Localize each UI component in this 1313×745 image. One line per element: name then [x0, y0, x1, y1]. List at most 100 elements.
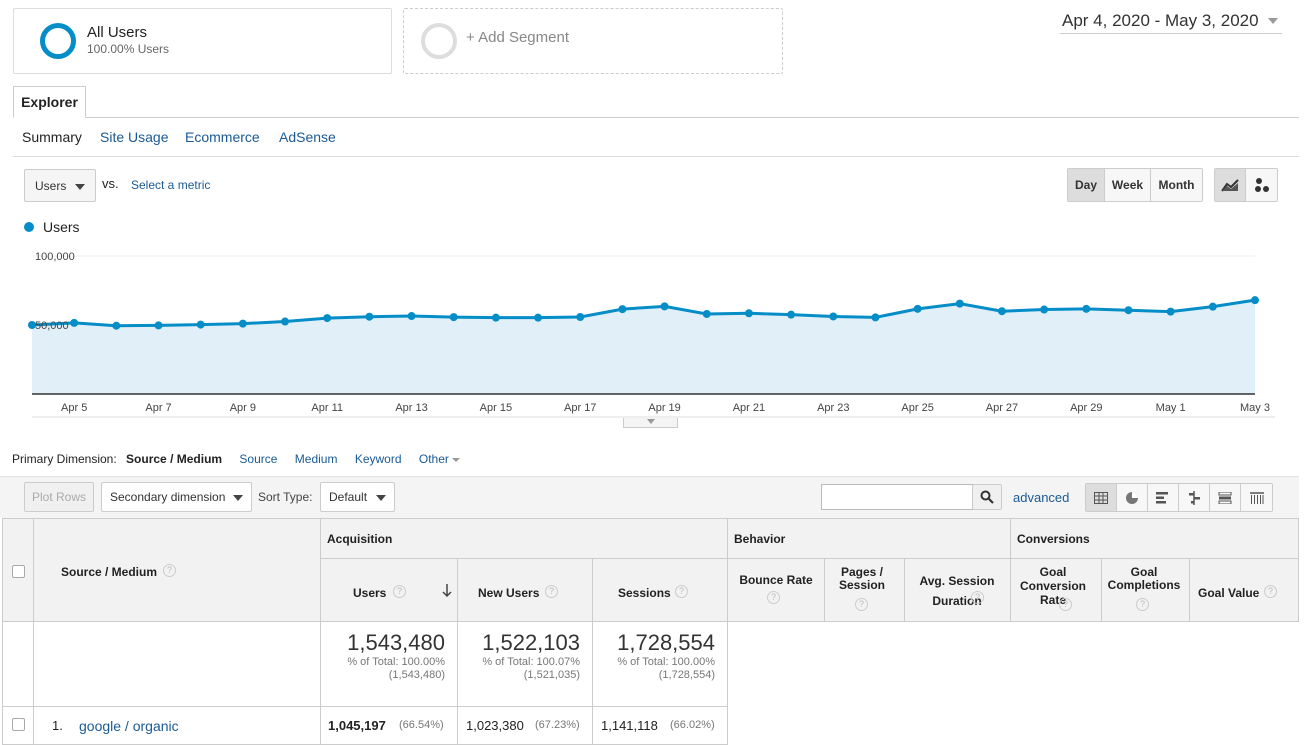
sort-type-label: Sort Type: — [258, 490, 313, 504]
pivot-table-icon[interactable] — [1241, 484, 1272, 511]
data-point — [491, 313, 500, 322]
comparison-icon[interactable] — [1179, 484, 1210, 511]
pages-session-column-header[interactable]: Pages / Session ? — [825, 559, 905, 622]
dimension-other[interactable]: Other — [418, 452, 449, 466]
subtab-ecommerce[interactable]: Ecommerce — [185, 129, 260, 145]
term-cloud-icon[interactable] — [1210, 484, 1241, 511]
series-area — [32, 300, 1255, 394]
primary-dimension-active: Source / Medium — [126, 452, 223, 466]
performance-bar-icon[interactable] — [1148, 484, 1179, 511]
data-point — [955, 299, 964, 308]
table-view-icon[interactable] — [1086, 484, 1117, 511]
secondary-dimension-select[interactable]: Secondary dimension — [101, 482, 252, 512]
x-tick-label: May 3 — [1240, 402, 1270, 414]
help-icon[interactable]: ? — [855, 598, 868, 611]
tab-explorer[interactable]: Explorer — [13, 86, 86, 118]
segment-all-users[interactable]: All Users 100.00% Users — [13, 8, 392, 74]
goal-conversion-rate-column-header[interactable]: Goal Conversion Rate ? — [1011, 559, 1102, 622]
subnav-divider — [13, 156, 1299, 157]
help-icon[interactable]: ? — [393, 585, 406, 598]
avg-session-duration-column-header[interactable]: Avg. Session Duration ? — [905, 559, 1011, 622]
dimension-medium[interactable]: Medium — [294, 452, 338, 466]
sessions-total-pct: % of Total: 100.00% — [617, 656, 715, 668]
help-icon[interactable]: ? — [1264, 585, 1277, 598]
dimension-header[interactable]: Source / Medium — [61, 565, 158, 579]
bounce-rate-column-header[interactable]: Bounce Rate ? — [728, 559, 825, 622]
data-point — [787, 310, 796, 319]
y-tick-label: 100,000 — [35, 251, 75, 263]
x-tick-label: Apr 19 — [648, 402, 680, 414]
x-tick-label: Apr 13 — [395, 402, 427, 414]
row-users-value: 1,045,197 — [328, 718, 386, 733]
add-segment-button[interactable]: + Add Segment — [403, 8, 783, 74]
chart-type-group — [1214, 168, 1278, 202]
totals-checkbox-cell — [2, 622, 34, 707]
line-chart-icon[interactable] — [1215, 169, 1246, 201]
data-point — [1082, 304, 1091, 313]
goal-value-header-label: Goal Value — [1198, 586, 1260, 600]
series-line-users — [31, 298, 1256, 328]
data-point — [660, 302, 669, 311]
motion-chart-icon[interactable] — [1246, 169, 1277, 201]
users-total-cell: 1,543,480 % of Total: 100.00% (1,543,480… — [321, 622, 458, 707]
data-point — [323, 314, 332, 323]
new-users-column-header[interactable]: New Users ? — [458, 559, 593, 622]
select-metric-link[interactable]: Select a metric — [131, 178, 211, 192]
chevron-down-icon — [1268, 18, 1278, 24]
row-new-users-cell: 1,023,380 (67.23%) — [458, 707, 593, 745]
table-search-input[interactable] — [821, 484, 973, 510]
empty-segment-icon — [421, 23, 457, 59]
users-line-chart[interactable]: 100,000 50,000 Apr 5 Apr 7 Apr 9 Apr 11 Apr 13… — [13, 240, 1299, 430]
segment-ring-icon — [40, 23, 76, 59]
select-all-checkbox[interactable] — [12, 565, 25, 578]
behavior-group-header: Behavior — [728, 518, 1011, 559]
help-icon[interactable]: ? — [545, 585, 558, 598]
subtab-adsense[interactable]: AdSense — [279, 129, 336, 145]
dimension-keyword[interactable]: Keyword — [354, 452, 402, 466]
subtab-site-usage[interactable]: Site Usage — [100, 129, 169, 145]
data-point — [534, 313, 543, 322]
metric-select-value: Users — [35, 178, 67, 193]
help-icon[interactable]: ? — [767, 591, 780, 604]
row-checkbox-cell — [2, 707, 34, 745]
goal-value-column-header[interactable]: Goal Value ? — [1190, 559, 1299, 622]
avg-session-duration-header-label: Avg. Session Duration — [919, 574, 995, 608]
period-button-group: Day Week Month — [1067, 168, 1203, 202]
row-source-link[interactable]: google / organic — [79, 718, 179, 734]
chart-resize-handle[interactable] — [623, 418, 678, 428]
row-sessions-cell: 1,141,118 (66.02%) — [593, 707, 728, 745]
help-icon[interactable]: ? — [675, 585, 688, 598]
data-point — [1251, 296, 1259, 305]
metric-select[interactable]: Users — [24, 169, 96, 202]
search-button[interactable] — [972, 484, 1002, 510]
advanced-filter-link[interactable]: advanced — [1013, 490, 1070, 505]
help-icon[interactable]: ? — [1059, 598, 1072, 611]
data-point — [1040, 305, 1049, 314]
row-sessions-value: 1,141,118 — [601, 718, 658, 733]
row-checkbox[interactable] — [12, 718, 25, 731]
week-button[interactable]: Week — [1105, 169, 1151, 201]
conversions-group-header: Conversions — [1011, 518, 1299, 559]
dimension-source[interactable]: Source — [239, 452, 278, 466]
goal-completions-column-header[interactable]: Goal Completions ? — [1102, 559, 1190, 622]
chevron-down-icon — [647, 419, 655, 424]
users-column-header[interactable]: Users ? — [321, 559, 458, 622]
chevron-down-icon — [233, 495, 243, 501]
help-icon[interactable]: ? — [1136, 598, 1149, 611]
x-tick-label: Apr 27 — [986, 402, 1018, 414]
plot-rows-button[interactable]: Plot Rows — [24, 482, 94, 512]
x-tick-label: Apr 7 — [145, 402, 171, 414]
day-button[interactable]: Day — [1068, 169, 1105, 201]
subtab-summary[interactable]: Summary — [22, 129, 82, 145]
sort-type-select[interactable]: Default — [320, 482, 395, 512]
pie-chart-icon[interactable] — [1117, 484, 1148, 511]
help-icon[interactable]: ? — [163, 564, 176, 577]
help-icon[interactable]: ? — [971, 591, 984, 604]
month-button[interactable]: Month — [1151, 169, 1202, 201]
data-point — [1124, 306, 1133, 315]
data-point — [871, 313, 880, 322]
primary-dimension-label: Primary Dimension: — [12, 452, 117, 466]
sessions-column-header[interactable]: Sessions ? — [593, 559, 728, 622]
segment-subtitle: 100.00% Users — [87, 42, 170, 56]
date-range-picker[interactable]: Apr 4, 2020 - May 3, 2020 — [1060, 10, 1282, 34]
